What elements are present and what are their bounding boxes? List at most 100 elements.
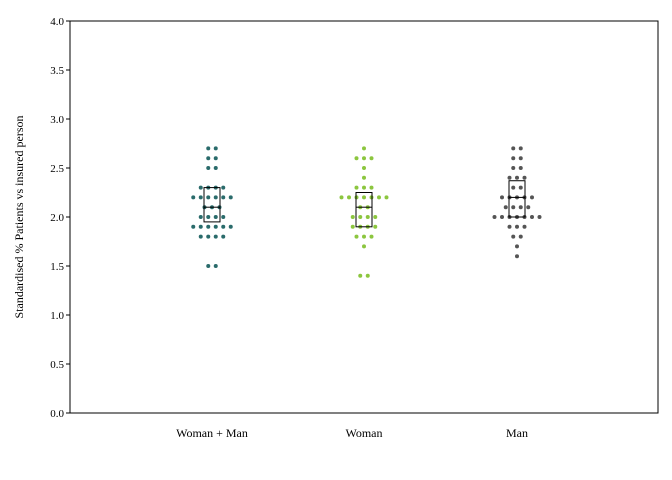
y-tick-label: 0.5	[50, 359, 64, 371]
data-point	[511, 166, 516, 170]
data-point	[511, 234, 516, 239]
data-point	[362, 244, 366, 249]
data-point	[358, 215, 363, 219]
data-point	[507, 175, 512, 180]
data-point	[350, 215, 355, 219]
data-point	[198, 234, 203, 239]
data-point	[518, 146, 523, 151]
data-point	[221, 234, 226, 239]
x-category-label: Woman	[345, 426, 382, 440]
data-point	[347, 195, 351, 200]
data-point	[530, 195, 534, 200]
data-point	[377, 195, 381, 200]
data-point	[526, 205, 531, 210]
data-point	[206, 215, 211, 219]
data-point	[362, 175, 366, 180]
series-group	[492, 146, 542, 259]
data-point	[518, 166, 523, 170]
data-point	[354, 185, 359, 190]
y-tick-label: 3.0	[50, 114, 64, 126]
data-point	[354, 156, 359, 161]
y-tick-label: 3.5	[50, 65, 64, 77]
data-point	[213, 224, 218, 229]
data-point	[373, 224, 378, 229]
data-point	[228, 195, 233, 200]
data-point	[206, 166, 211, 170]
data-point	[492, 215, 497, 219]
x-category-label: Man	[506, 426, 528, 440]
data-point	[213, 166, 218, 170]
y-tick-label: 2.0	[50, 212, 64, 224]
data-point	[362, 156, 366, 161]
x-category-label: Woman + Man	[176, 426, 248, 440]
data-point	[213, 156, 218, 161]
data-point	[511, 156, 516, 161]
data-point	[228, 224, 233, 229]
y-axis-title: Standardised % Patients vs insured perso…	[12, 116, 26, 319]
data-point	[365, 273, 370, 278]
data-point	[350, 224, 355, 229]
data-point	[511, 146, 516, 151]
data-point	[515, 175, 519, 180]
data-point	[537, 215, 542, 219]
data-point	[503, 205, 508, 210]
data-point	[362, 195, 366, 200]
data-point	[206, 264, 211, 268]
data-point	[354, 234, 359, 239]
data-point	[198, 195, 203, 200]
data-point	[358, 273, 363, 278]
data-point	[206, 195, 211, 200]
data-point	[511, 185, 516, 190]
y-tick-label: 0.0	[50, 408, 64, 420]
data-point	[221, 215, 226, 219]
data-point	[339, 195, 344, 200]
data-point	[213, 195, 218, 200]
data-point	[221, 224, 226, 229]
data-point	[518, 205, 523, 210]
data-point	[515, 244, 519, 249]
data-point	[191, 195, 196, 200]
data-point	[206, 224, 211, 229]
data-point	[198, 215, 203, 219]
data-point	[518, 185, 523, 190]
y-axis: 0.0 0.5 1.0 1.5 2.0 2.5 3.0 3.5 4.0	[50, 16, 70, 420]
data-point	[213, 264, 218, 268]
data-point	[213, 146, 218, 151]
iqr-box	[508, 180, 526, 218]
data-point	[507, 224, 512, 229]
data-point	[515, 254, 519, 259]
data-point	[369, 185, 374, 190]
data-point	[362, 166, 366, 170]
data-marks	[191, 146, 542, 278]
series-group	[191, 146, 233, 268]
data-point	[362, 146, 366, 151]
data-point	[221, 185, 226, 190]
data-point	[191, 224, 196, 229]
x-axis: Woman + Man Woman Man	[176, 426, 528, 440]
data-point	[373, 215, 378, 219]
y-tick-label: 4.0	[50, 16, 64, 28]
iqr-box	[355, 192, 373, 228]
data-point	[530, 215, 534, 219]
data-point	[369, 234, 374, 239]
data-point	[221, 195, 226, 200]
y-tick-label: 1.0	[50, 310, 64, 322]
series-group	[339, 146, 389, 278]
data-point	[522, 175, 527, 180]
data-point	[206, 234, 211, 239]
data-point	[384, 195, 389, 200]
data-point	[213, 234, 218, 239]
iqr-box	[203, 187, 221, 223]
data-point	[213, 215, 218, 219]
data-point	[365, 215, 370, 219]
data-point	[362, 185, 366, 190]
data-point	[206, 146, 211, 151]
data-point	[369, 156, 374, 161]
y-tick-label: 2.5	[50, 163, 64, 175]
data-point	[511, 205, 516, 210]
y-tick-label: 1.5	[50, 261, 64, 273]
data-point	[515, 224, 519, 229]
data-point	[198, 224, 203, 229]
